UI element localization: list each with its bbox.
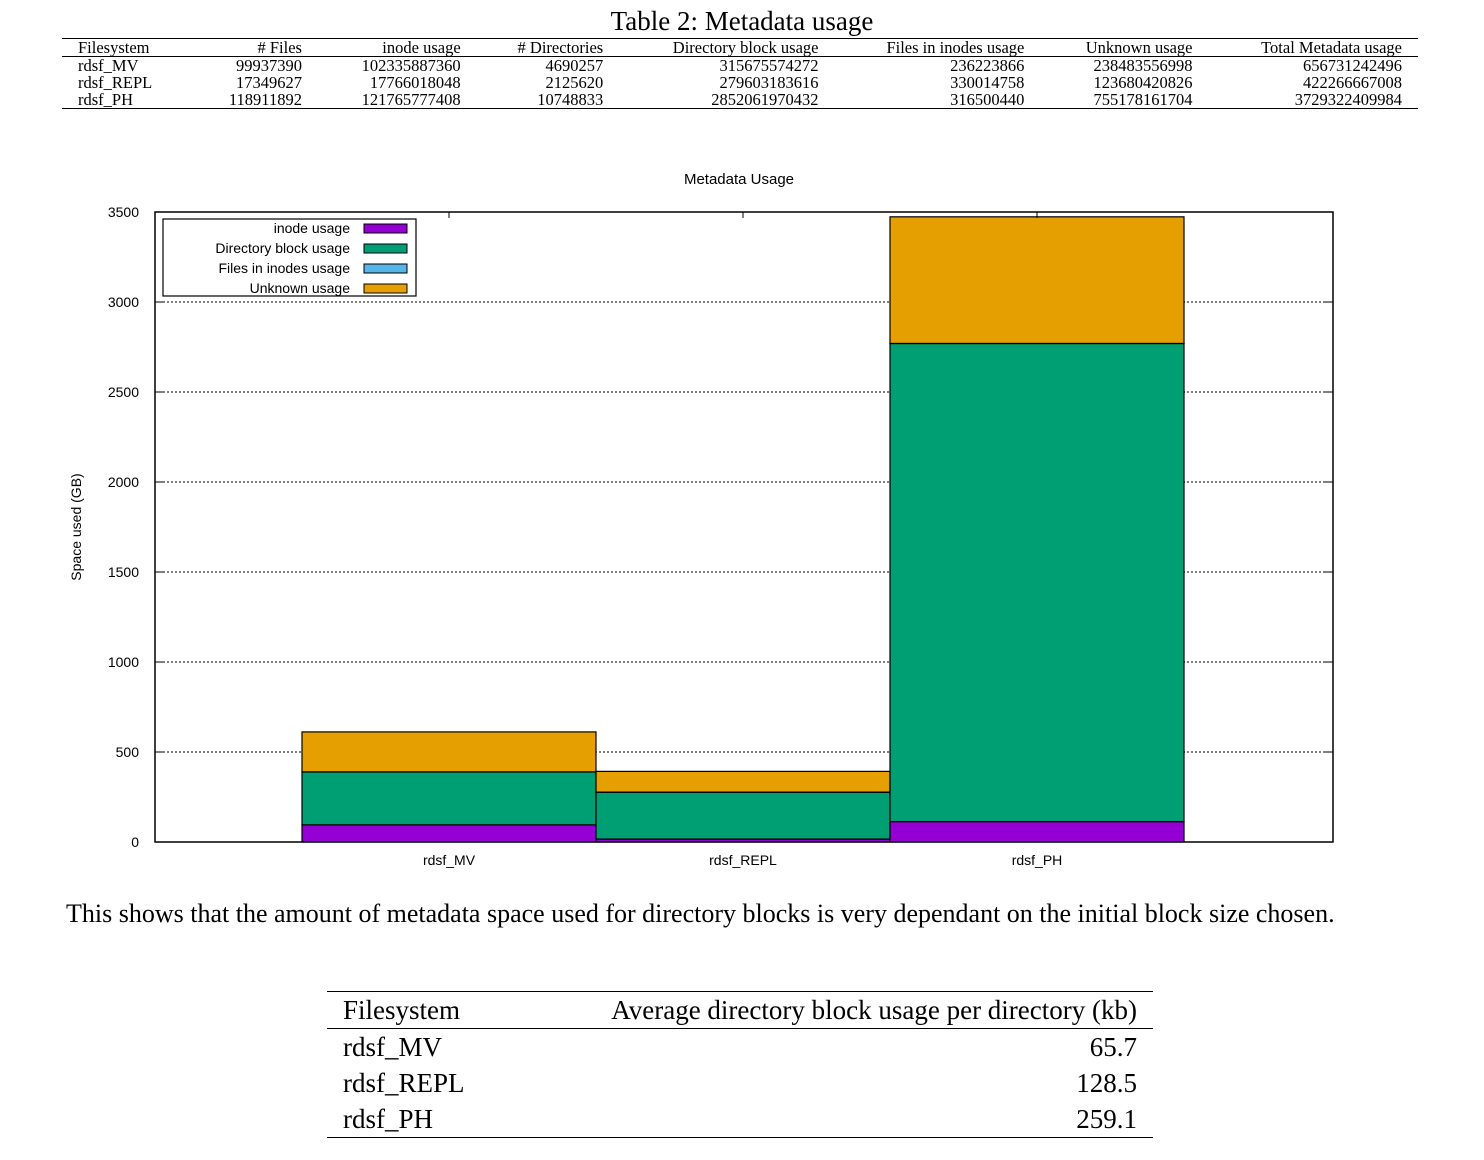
table1-cell: 10748833: [537, 90, 604, 109]
table-row: rdsf_PH 259.1: [327, 1101, 1153, 1138]
table1-cell: 4690257: [545, 56, 604, 75]
y-ticks: 0 500 1000 1500 2000 2500 3000 3500: [108, 204, 1333, 850]
table1-cell: 99937390: [235, 56, 302, 75]
table1-cell: 315675574272: [719, 56, 819, 75]
y-tick-label: 1500: [108, 564, 139, 580]
table1-cell: rdsf_MV: [78, 56, 139, 75]
legend-label: inode usage: [274, 220, 351, 236]
y-tick-label: 500: [116, 744, 140, 760]
bar-segment: [301, 731, 597, 773]
y-tick-label: 3000: [108, 294, 139, 310]
chart-svg: Metadata Usage Space used (GB) 0 500 1000 1…: [68, 171, 1334, 868]
plot-frame: [154, 211, 1334, 843]
table1-cell: 123680420826: [1093, 73, 1193, 92]
bar-segment: [595, 770, 891, 793]
table2-cell: 259.1: [1076, 1104, 1137, 1134]
y-tick-label: 0: [131, 834, 139, 850]
avg-dir-block-table: Filesystem Average directory block usage…: [327, 991, 1153, 1138]
legend-label: Files in inodes usage: [218, 260, 350, 276]
chart-title: Metadata Usage: [684, 171, 794, 188]
bar-segment: [301, 771, 597, 826]
x-ticks: rdsf_MV rdsf_REPL rdsf_PH: [423, 212, 1062, 868]
legend-swatch: [363, 243, 408, 254]
table1-header: # Files: [190, 38, 318, 57]
y-tick-label: 2500: [108, 384, 139, 400]
table1-cell: rdsf_REPL: [78, 73, 153, 92]
table1-caption: Table 2: Metadata usage: [610, 6, 874, 36]
table2-cell: 65.7: [1089, 1032, 1137, 1062]
metadata-usage-table: Filesystem # Files inode usage # Directo…: [62, 38, 1418, 109]
legend-label: Unknown usage: [250, 280, 351, 296]
table1-header: Directory block usage: [619, 38, 835, 57]
y-tick-label: 1000: [108, 654, 139, 670]
bars: [301, 216, 1185, 843]
x-tick-label: rdsf_REPL: [709, 852, 777, 868]
table2-cell: rdsf_REPL: [343, 1068, 465, 1098]
bar-segment: [889, 820, 1185, 843]
legend: inode usage Directory block usage Files in…: [162, 218, 417, 297]
y-tick-label: 3500: [108, 204, 139, 220]
table1-cell: 121765777408: [361, 90, 461, 109]
bar-segment: [595, 791, 891, 840]
table1-cell: 279603183616: [719, 73, 819, 92]
x-tick-label: rdsf_MV: [423, 852, 476, 868]
table2-header: Filesystem: [327, 991, 506, 1029]
table1-cell: 656731242496: [1303, 56, 1402, 75]
table1-header: inode usage: [317, 38, 477, 57]
table2-header: Average directory block usage per direct…: [505, 991, 1153, 1029]
legend-swatch: [363, 283, 408, 294]
table2-cell: 128.5: [1076, 1068, 1137, 1098]
bar-segment: [889, 342, 1185, 823]
legend-swatch: [363, 223, 408, 234]
table1-cell: 3729322409984: [1294, 90, 1402, 109]
table-row: rdsf_REPL 128.5: [327, 1065, 1153, 1101]
table1-cell: 17766018048: [369, 73, 461, 92]
table1-cell: 102335887360: [361, 56, 461, 75]
table1-cell: 2852061970432: [711, 90, 819, 109]
table1-cell: 422266667008: [1303, 73, 1402, 92]
table1-cell: 330014758: [950, 73, 1025, 92]
table1-cell: 316500440: [950, 90, 1025, 109]
table1-header: Total Metadata usage: [1208, 38, 1418, 57]
metadata-usage-chart: Metadata Usage Space used (GB) 0 500 1000 1…: [0, 150, 1484, 890]
table1-header-row: Filesystem # Files inode usage # Directo…: [62, 38, 1418, 57]
table1-cell: rdsf_PH: [78, 90, 134, 109]
legend-swatch: [363, 263, 408, 274]
table1-header: Files in inodes usage: [834, 38, 1041, 57]
x-tick-label: rdsf_PH: [1012, 852, 1063, 868]
bar-segment: [889, 216, 1185, 345]
table1-cell: 118911892: [228, 90, 302, 109]
table1-cell: 17349627: [235, 73, 302, 92]
table1-header: Filesystem: [62, 38, 191, 57]
legend-label: Directory block usage: [215, 240, 350, 256]
y-axis-label: Space used (GB): [68, 473, 84, 580]
table1-header: # Directories: [476, 38, 620, 57]
table-row: rdsf_REPL 17349627 17766018048 2125620 2…: [62, 74, 1418, 91]
table2-header-row: Filesystem Average directory block usage…: [327, 991, 1153, 1029]
table1-cell: 236223866: [950, 56, 1025, 75]
table-row: rdsf_MV 99937390 102335887360 4690257 31…: [62, 57, 1418, 75]
table1-cell: 755178161704: [1093, 90, 1193, 109]
table1-header: Unknown usage: [1040, 38, 1209, 57]
table-row: rdsf_PH 118911892 121765777408 10748833 …: [62, 91, 1418, 109]
table1-cell: 2125620: [545, 73, 604, 92]
table-row: rdsf_MV 65.7: [327, 1029, 1153, 1066]
bar-segment: [301, 824, 597, 843]
table2-cell: rdsf_PH: [343, 1104, 434, 1134]
table2-cell: rdsf_MV: [343, 1032, 442, 1062]
y-tick-label: 2000: [108, 474, 139, 490]
body-paragraph: This shows that the amount of metadata s…: [66, 899, 1335, 928]
table1-cell: 238483556998: [1093, 56, 1193, 75]
